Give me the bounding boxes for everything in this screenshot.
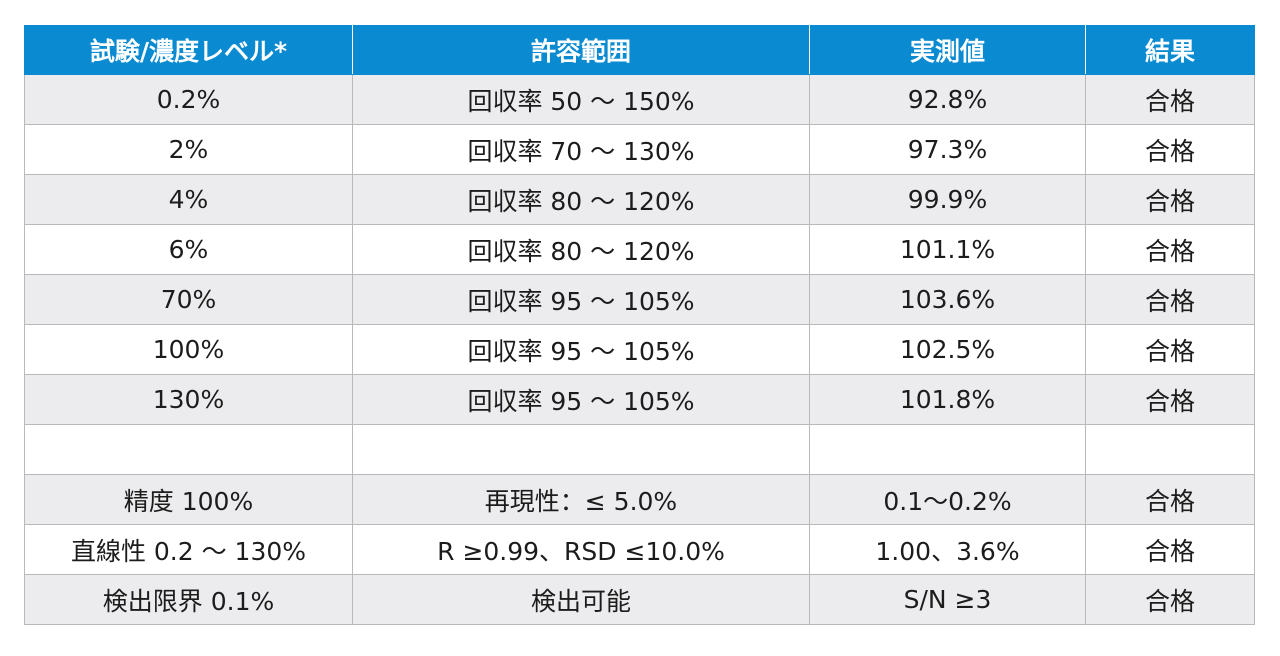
table-row: 6% 回収率 80 〜 120% 101.1% 合格 — [24, 224, 1255, 275]
table-row: 4% 回収率 80 〜 120% 99.9% 合格 — [24, 174, 1255, 225]
cell-acceptance-range: 再現性：≤ 5.0% — [352, 474, 810, 525]
cell-acceptance-range: 回収率 80 〜 120% — [352, 224, 810, 275]
cell-test-level: 4% — [24, 174, 353, 225]
header-measured-value: 実測値 — [809, 25, 1086, 75]
cell-result — [1085, 424, 1255, 475]
cell-acceptance-range: 回収率 80 〜 120% — [352, 174, 810, 225]
table-header: 試験/濃度レベル* 許容範囲 実測値 結果 — [24, 25, 1255, 75]
table-row: 直線性 0.2 〜 130% R ≥0.99、RSD ≤10.0% 1.00、3… — [24, 524, 1255, 575]
cell-measured-value: S/N ≥3 — [809, 574, 1086, 625]
table-body: 0.2% 回収率 50 〜 150% 92.8% 合格 2% 回収率 70 〜 … — [24, 74, 1255, 625]
cell-result: 合格 — [1085, 74, 1255, 125]
header-acceptance-range: 許容範囲 — [352, 25, 810, 75]
cell-acceptance-range: 回収率 95 〜 105% — [352, 324, 810, 375]
cell-measured-value: 101.8% — [809, 374, 1086, 425]
cell-acceptance-range: 回収率 70 〜 130% — [352, 124, 810, 175]
cell-test-level: 検出限界 0.1% — [24, 574, 353, 625]
cell-measured-value: 102.5% — [809, 324, 1086, 375]
table-row: 精度 100% 再現性：≤ 5.0% 0.1〜0.2% 合格 — [24, 474, 1255, 525]
cell-test-level: 2% — [24, 124, 353, 175]
cell-result: 合格 — [1085, 324, 1255, 375]
cell-result: 合格 — [1085, 474, 1255, 525]
cell-acceptance-range: 検出可能 — [352, 574, 810, 625]
cell-measured-value: 92.8% — [809, 74, 1086, 125]
cell-measured-value — [809, 424, 1086, 475]
cell-test-level: 130% — [24, 374, 353, 425]
cell-result: 合格 — [1085, 174, 1255, 225]
cell-measured-value: 99.9% — [809, 174, 1086, 225]
validation-results-table: 試験/濃度レベル* 許容範囲 実測値 結果 0.2% 回収率 50 〜 150%… — [24, 25, 1255, 625]
table-row: 検出限界 0.1% 検出可能 S/N ≥3 合格 — [24, 574, 1255, 625]
cell-test-level: 0.2% — [24, 74, 353, 125]
cell-acceptance-range: 回収率 95 〜 105% — [352, 274, 810, 325]
table-row-empty — [24, 424, 1255, 475]
cell-result: 合格 — [1085, 374, 1255, 425]
table-row: 70% 回収率 95 〜 105% 103.6% 合格 — [24, 274, 1255, 325]
table-row: 100% 回収率 95 〜 105% 102.5% 合格 — [24, 324, 1255, 375]
header-result: 結果 — [1085, 25, 1255, 75]
table-row: 2% 回収率 70 〜 130% 97.3% 合格 — [24, 124, 1255, 175]
cell-test-level: 100% — [24, 324, 353, 375]
cell-acceptance-range: 回収率 50 〜 150% — [352, 74, 810, 125]
table-row: 0.2% 回収率 50 〜 150% 92.8% 合格 — [24, 74, 1255, 125]
cell-measured-value: 1.00、3.6% — [809, 524, 1086, 575]
cell-result: 合格 — [1085, 224, 1255, 275]
cell-acceptance-range: R ≥0.99、RSD ≤10.0% — [352, 524, 810, 575]
table-row: 130% 回収率 95 〜 105% 101.8% 合格 — [24, 374, 1255, 425]
cell-test-level — [24, 424, 353, 475]
cell-result: 合格 — [1085, 524, 1255, 575]
cell-measured-value: 97.3% — [809, 124, 1086, 175]
cell-result: 合格 — [1085, 274, 1255, 325]
header-test-level: 試験/濃度レベル* — [24, 25, 353, 75]
cell-result: 合格 — [1085, 574, 1255, 625]
cell-test-level: 直線性 0.2 〜 130% — [24, 524, 353, 575]
cell-measured-value: 0.1〜0.2% — [809, 474, 1086, 525]
cell-measured-value: 101.1% — [809, 224, 1086, 275]
cell-test-level: 70% — [24, 274, 353, 325]
cell-measured-value: 103.6% — [809, 274, 1086, 325]
cell-acceptance-range — [352, 424, 810, 475]
header-row: 試験/濃度レベル* 許容範囲 実測値 結果 — [24, 25, 1255, 75]
cell-test-level: 6% — [24, 224, 353, 275]
cell-result: 合格 — [1085, 124, 1255, 175]
cell-acceptance-range: 回収率 95 〜 105% — [352, 374, 810, 425]
cell-test-level: 精度 100% — [24, 474, 353, 525]
